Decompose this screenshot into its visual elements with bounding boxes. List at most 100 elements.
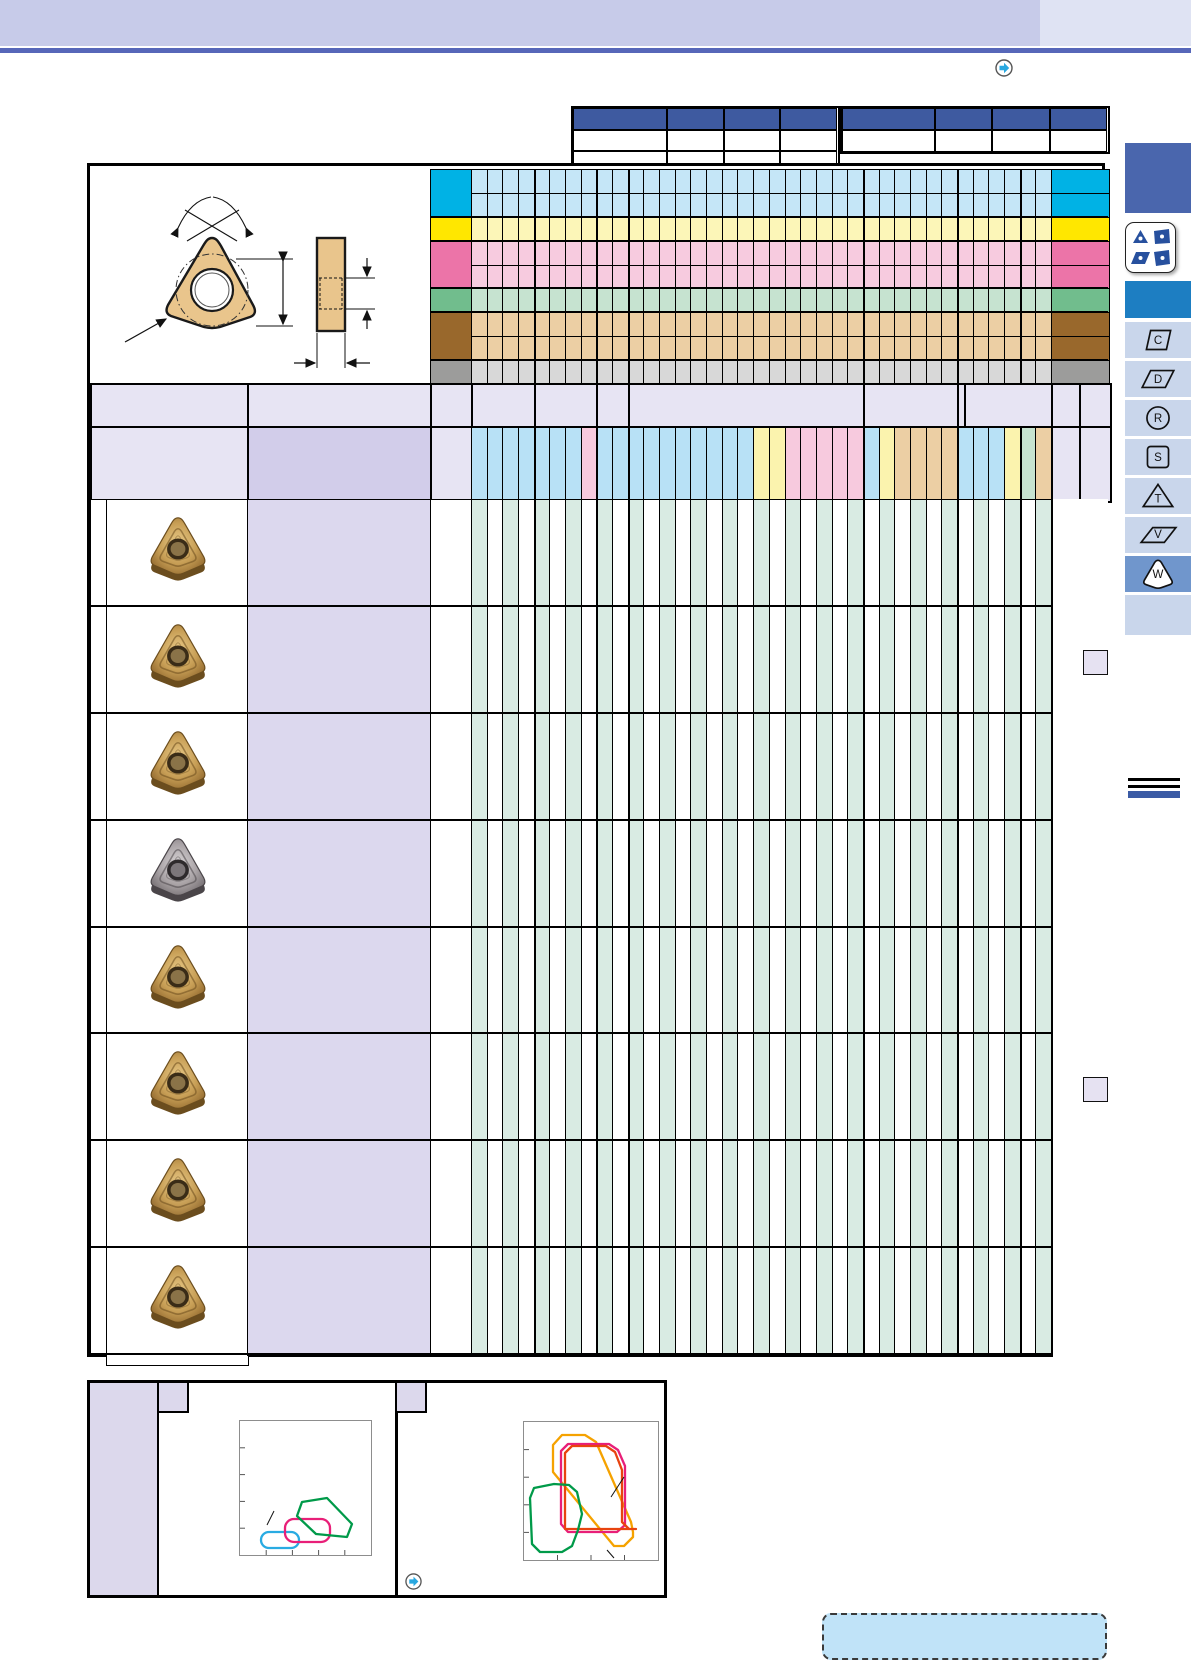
subheader-cell — [247, 426, 434, 503]
marker-line — [1128, 778, 1180, 781]
mini-table-row — [573, 130, 838, 151]
range-chart-small — [239, 1420, 372, 1556]
subheader-cell — [90, 426, 251, 503]
mini-table-cell — [667, 130, 724, 151]
sidebar-item-empty[interactable] — [1125, 595, 1191, 635]
sidebar-item-V[interactable]: V — [1125, 517, 1191, 553]
mini-table-header-cell — [724, 108, 780, 130]
panel-divider — [395, 1383, 398, 1595]
insert-photo — [106, 712, 249, 832]
material-band-color-block — [430, 288, 473, 315]
sidebar-section-block[interactable] — [1125, 143, 1191, 213]
data-cell-lead — [430, 712, 473, 822]
mini-table-header-cell — [842, 108, 935, 130]
reference-strip — [1079, 499, 1108, 1357]
mini-table-cell — [1050, 130, 1107, 152]
mini-table-cell — [573, 130, 667, 151]
marker-line — [1128, 785, 1180, 788]
header-accent-line — [0, 48, 1191, 53]
material-band-color-block-right — [1051, 264, 1110, 291]
forward-arrow-icon[interactable] — [405, 1573, 422, 1590]
column-group-header-cell — [430, 383, 475, 430]
sidebar-item-C[interactable]: C — [1125, 322, 1191, 358]
data-cell-lead — [430, 1140, 473, 1250]
sidebar-item-R[interactable]: R — [1125, 400, 1191, 436]
forward-arrow-icon[interactable] — [995, 59, 1013, 77]
material-band-color-block-right — [1051, 360, 1110, 386]
column-group-header-cell — [627, 383, 867, 430]
column-group-header-cell — [90, 383, 251, 430]
insert-availability-table — [87, 163, 1112, 1366]
material-band-color-block-right — [1051, 169, 1110, 195]
mini-table-cell — [780, 130, 837, 151]
insert-description-cell — [247, 605, 432, 715]
panel-tab — [397, 1383, 427, 1413]
mini-table-header-cell — [573, 108, 667, 130]
mini-table-row — [842, 108, 1108, 130]
mini-table-row — [842, 130, 1108, 152]
subheader-cell — [430, 426, 475, 503]
panel-tab — [159, 1383, 189, 1413]
sidebar-item-T[interactable]: T — [1125, 478, 1191, 514]
insert-description-cell — [247, 499, 432, 608]
mini-table-cell — [992, 130, 1050, 152]
data-cell-lead — [430, 1033, 473, 1143]
svg-text:C: C — [1154, 335, 1162, 347]
chipbreaker-range-panel — [87, 1380, 667, 1598]
insert-photo — [106, 499, 249, 618]
sidebar-section-bar[interactable] — [1125, 281, 1191, 318]
body-row-separator — [90, 1353, 1051, 1355]
insert-shapes-icon[interactable] — [1125, 222, 1176, 273]
marker-line-blue — [1128, 791, 1180, 798]
material-band-color-block — [430, 312, 473, 363]
column-group-header-cell — [862, 383, 961, 430]
mini-table-header-cell — [780, 108, 837, 130]
column-group-header-cell — [1079, 383, 1112, 430]
insert-description-cell — [247, 1033, 432, 1143]
svg-text:W: W — [1153, 569, 1164, 581]
svg-text:V: V — [1154, 529, 1162, 541]
mini-table-cell — [935, 130, 992, 152]
svg-text:D: D — [1154, 374, 1162, 386]
mini-table-header-cell — [992, 108, 1050, 130]
material-band-color-block-right — [1051, 288, 1110, 315]
page-header-band — [0, 0, 1040, 46]
column-group-header-cell — [247, 383, 434, 430]
column-group-header-cell — [964, 383, 1055, 430]
page-header-band-right — [1040, 0, 1191, 46]
sidebar-item-S[interactable]: S — [1125, 439, 1191, 475]
material-band-color-block-right — [1051, 312, 1110, 339]
data-cell-lead — [430, 499, 473, 608]
mini-table-header-cell — [1050, 108, 1107, 130]
insert-description-cell — [247, 712, 432, 822]
sidebar-item-W[interactable]: W — [1125, 556, 1191, 592]
material-band-color-block — [430, 169, 473, 219]
data-cell-lead — [430, 605, 473, 715]
data-cell-lead — [430, 926, 473, 1036]
panel-label-column — [90, 1383, 159, 1595]
material-band-color-block-right — [1051, 240, 1110, 267]
insert-photo — [106, 1140, 249, 1260]
reference-strip — [1051, 499, 1082, 1357]
mini-table-cell — [842, 130, 935, 152]
insert-description-cell — [247, 1247, 432, 1356]
spec-table-right — [840, 106, 1110, 154]
data-cell-lead — [430, 819, 473, 929]
mini-table-header-cell — [667, 108, 724, 130]
insert-photo — [106, 1247, 249, 1366]
column-group-header-cell — [471, 383, 538, 430]
svg-text:T: T — [1154, 493, 1161, 505]
insert-technical-drawing — [90, 166, 430, 383]
svg-text:R: R — [1154, 413, 1162, 425]
reference-marker-box[interactable] — [1083, 1077, 1108, 1103]
reference-marker-box[interactable] — [1083, 649, 1108, 675]
mini-table-header-cell — [935, 108, 992, 130]
insert-description-cell — [247, 1140, 432, 1250]
sidebar-item-D[interactable]: D — [1125, 361, 1191, 397]
insert-description-cell — [247, 819, 432, 929]
mini-table-row — [573, 108, 838, 130]
range-chart-large — [523, 1421, 659, 1561]
insert-photo — [106, 1033, 249, 1153]
info-note-box[interactable] — [822, 1613, 1107, 1660]
